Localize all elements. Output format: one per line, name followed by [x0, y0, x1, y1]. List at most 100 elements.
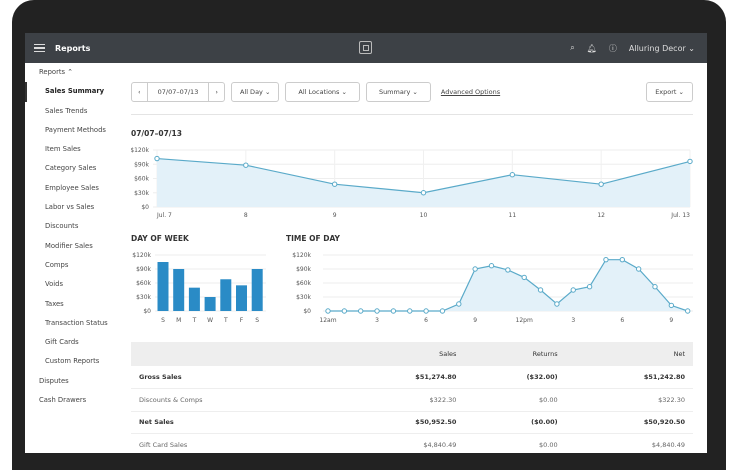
- sidebar-item[interactable]: Employee Sales: [45, 183, 99, 192]
- table-cell: $0.00: [464, 388, 566, 412]
- bar: [220, 279, 232, 311]
- square-logo-icon[interactable]: [359, 41, 372, 54]
- data-point: [154, 155, 160, 162]
- area-fill: [157, 158, 690, 207]
- table-row[interactable]: Gross Sales $51,274.80 ($32.00) $51,242.80: [131, 366, 693, 389]
- account-menu[interactable]: Alluring Decor ⌄: [628, 43, 695, 53]
- data-point: [586, 284, 593, 290]
- sidebar: Reports ⌃ Sales Summary Sales Trends Paymen…: [25, 63, 125, 410]
- locations-dropdown[interactable]: All Locations ⌄: [285, 82, 360, 102]
- table-cell: $4,840.49: [337, 433, 465, 453]
- table-cell: $4,840.49: [565, 433, 693, 453]
- y-tick-label: $30k: [296, 294, 311, 301]
- x-tick-label: S: [161, 317, 165, 324]
- prev-range-button[interactable]: ‹: [138, 88, 141, 96]
- x-tick-label: 12am: [319, 317, 336, 324]
- y-tick-label: $120k: [292, 252, 311, 259]
- page-title: Reports: [55, 43, 91, 53]
- table-cell: Net Sales: [131, 411, 338, 434]
- y-tick-label: $30k: [134, 190, 149, 197]
- time-dropdown[interactable]: All Day ⌄: [230, 82, 280, 102]
- sidebar-item[interactable]: Transaction Status: [45, 318, 108, 327]
- charts: $0 $30k $60k $90k $120k Jul. 7 8 9 10 11 12 Jul. 13…: [131, 147, 693, 324]
- data-point: [687, 158, 693, 165]
- account-name: Alluring Decor: [628, 43, 686, 53]
- date-range-picker: ‹ 07/07–07/13 ›: [131, 82, 225, 102]
- x-tick-label: 3: [375, 317, 379, 324]
- sidebar-item[interactable]: Custom Reports: [45, 357, 100, 366]
- x-tick-label: 6: [424, 317, 428, 324]
- data-point: [456, 301, 462, 307]
- table-header: Sales Returns Net: [131, 342, 693, 366]
- y-tick-label: $60k: [134, 176, 149, 183]
- x-tick-label: 9: [333, 212, 337, 219]
- data-point: [390, 308, 397, 314]
- bell-icon[interactable]: 🔔︎: [586, 43, 597, 53]
- x-tick-label: 12pm: [516, 317, 533, 324]
- x-tick-label: 12: [597, 212, 605, 219]
- data-point: [472, 266, 478, 272]
- y-tick-label: $90k: [136, 266, 151, 273]
- y-tick-label: $60k: [136, 280, 151, 287]
- x-tick-label: T: [223, 317, 228, 324]
- bar: [157, 262, 169, 311]
- sidebar-item[interactable]: Sales Summary: [25, 82, 125, 102]
- table-cell: Gift Card Sales: [131, 433, 338, 453]
- sidebar-item[interactable]: Modifier Sales: [45, 241, 93, 250]
- sidebar-item[interactable]: Payment Methods: [45, 125, 106, 134]
- next-range-button[interactable]: ›: [215, 88, 218, 96]
- sidebar-item[interactable]: Reports ⌃: [39, 68, 73, 76]
- y-tick-label: $90k: [134, 161, 149, 168]
- export-dropdown[interactable]: Export ⌄: [646, 82, 693, 102]
- table-row[interactable]: Net Sales $50,952.50 ($0.00) $50,920.50: [131, 411, 693, 434]
- advanced-options-link[interactable]: Advanced Options: [440, 88, 501, 96]
- table-cell: Gross Sales: [131, 366, 338, 389]
- table-cell: $322.30: [337, 388, 465, 412]
- sidebar-item[interactable]: Sales Trends: [45, 106, 88, 115]
- column-header: [131, 342, 338, 366]
- sidebar-item[interactable]: Cash Drawers: [39, 396, 87, 405]
- y-tick-label: $0: [141, 204, 149, 211]
- data-point: [598, 181, 604, 187]
- table-row[interactable]: Discounts & Comps $322.30 $0.00 $322.30: [131, 388, 693, 412]
- sidebar-item[interactable]: Labor vs Sales: [45, 203, 95, 212]
- x-tick-label: 9: [473, 317, 477, 324]
- data-point: [325, 308, 331, 314]
- y-tick-label: $120k: [132, 252, 151, 259]
- search-icon[interactable]: ⌕: [570, 43, 575, 52]
- table-cell: $322.30: [565, 388, 693, 412]
- view-dropdown[interactable]: Summary ⌄: [365, 82, 431, 102]
- sidebar-item[interactable]: Taxes: [45, 299, 64, 308]
- table-cell: $51,274.80: [337, 366, 465, 389]
- sidebar-item[interactable]: Discounts: [45, 222, 79, 231]
- y-tick-label: $0: [303, 308, 311, 315]
- table-cell: $0.00: [464, 433, 566, 453]
- x-tick-label: Jul. 13: [670, 212, 690, 219]
- sidebar-item[interactable]: Gift Cards: [45, 338, 79, 347]
- help-icon[interactable]: ⓘ: [608, 43, 617, 53]
- bar: [188, 287, 200, 311]
- hamburger-menu-icon[interactable]: [34, 42, 45, 55]
- sidebar-item[interactable]: Voids: [45, 280, 64, 289]
- bar: [236, 285, 247, 311]
- data-point: [374, 308, 380, 314]
- date-range-button[interactable]: 07/07–07/13: [146, 83, 210, 101]
- y-tick-label: $90k: [296, 266, 311, 273]
- sidebar-item[interactable]: Disputes: [39, 376, 69, 385]
- data-point: [420, 190, 427, 196]
- top-bar: Reports ⌕ 🔔︎ ⓘ Alluring Decor ⌄: [25, 33, 707, 63]
- sidebar-item[interactable]: Item Sales: [45, 145, 81, 154]
- table-row[interactable]: Gift Card Sales $4,840.49 $0.00 $4,840.49: [131, 433, 693, 453]
- bar: [204, 297, 216, 311]
- data-point: [652, 284, 658, 290]
- y-tick-label: $0: [143, 308, 151, 315]
- day-of-week-title: DAY OF WEEK: [131, 234, 189, 243]
- x-tick-label: F: [240, 317, 244, 324]
- table-cell: $50,920.50: [565, 411, 693, 434]
- sidebar-item[interactable]: Comps: [45, 260, 69, 269]
- data-point: [668, 302, 675, 309]
- data-point: [685, 308, 691, 314]
- sidebar-item[interactable]: Category Sales: [45, 164, 97, 173]
- divider: [131, 114, 693, 115]
- data-point: [243, 162, 249, 168]
